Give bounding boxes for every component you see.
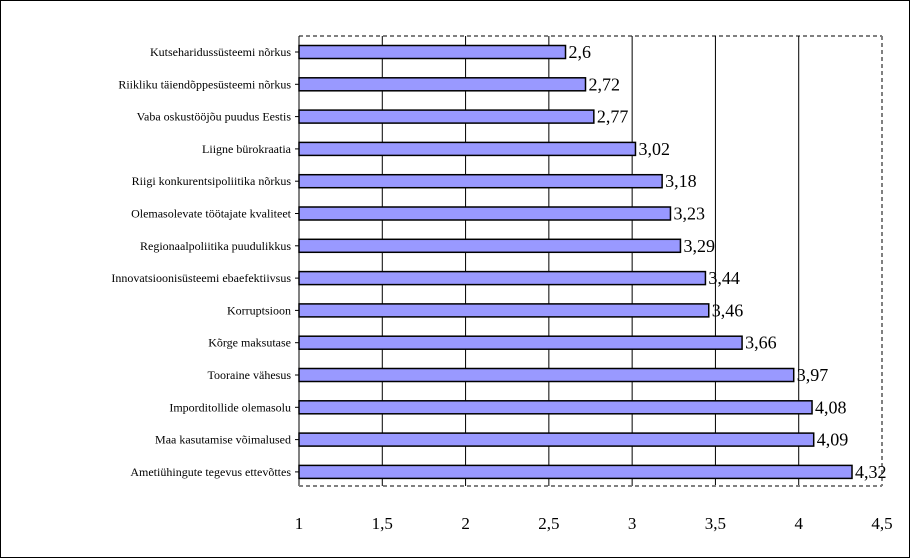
x-tick-label: 1,5 xyxy=(372,514,393,533)
data-label: 3,02 xyxy=(638,139,670,159)
x-tick-label: 2 xyxy=(461,514,470,533)
category-label: Riikliku täiendõppesüsteemi nõrkus xyxy=(118,77,291,91)
bar xyxy=(298,77,587,92)
bar xyxy=(298,367,795,383)
data-label: 3,18 xyxy=(665,171,697,191)
category-label: Kutseharidussüsteemi nõrkus xyxy=(150,45,291,59)
category-label: Tooraine vähesus xyxy=(208,368,292,382)
x-tick-label: 3 xyxy=(628,514,637,533)
data-label: 3,66 xyxy=(745,333,777,353)
category-label: Maa kasutamise võimalused xyxy=(155,433,291,447)
data-label: 3,23 xyxy=(673,204,705,224)
x-axis: 1 1,5 2 2,5 3 3,5 4 4,5 xyxy=(295,514,893,533)
bar xyxy=(298,238,682,254)
bar xyxy=(298,44,567,60)
grid-layer xyxy=(295,35,883,487)
data-label: 3,29 xyxy=(683,236,715,256)
bar xyxy=(298,464,853,480)
data-label: 4,32 xyxy=(855,462,887,482)
category-label: Regionaalpoliitika puudulikkus xyxy=(140,239,291,253)
x-tick-label: 2,5 xyxy=(538,514,559,533)
bar xyxy=(298,109,595,124)
x-tick-label: 4,5 xyxy=(871,514,892,533)
bar xyxy=(298,173,663,189)
data-label: 2,72 xyxy=(589,74,621,94)
category-label: Olemasolevate töötajate kvaliteet xyxy=(131,207,292,221)
category-label: Kõrge maksutase xyxy=(208,336,291,350)
bar xyxy=(298,206,672,221)
data-label: 3,46 xyxy=(712,300,744,320)
x-tick-label: 4 xyxy=(794,514,803,533)
category-label: Riigi konkurentsipoliitika nõrkus xyxy=(132,174,292,188)
data-label: 2,77 xyxy=(597,107,629,127)
bars-layer xyxy=(298,44,853,480)
bar xyxy=(298,432,815,447)
category-label: Liigne bürokraatia xyxy=(202,142,292,156)
bar xyxy=(298,141,637,157)
x-tick-label: 1 xyxy=(295,514,304,533)
data-label: 3,97 xyxy=(797,365,829,385)
data-label: 2,6 xyxy=(569,42,592,62)
data-label: 3,44 xyxy=(708,268,740,288)
category-label: Innovatsioonisüsteemi ebaefektiivsus xyxy=(111,271,291,285)
data-label: 4,08 xyxy=(815,397,847,417)
bar xyxy=(298,303,710,318)
category-label: Vaba oskustööjõu puudus Eestis xyxy=(137,110,292,124)
data-label: 4,09 xyxy=(817,430,849,450)
x-tick-label: 3,5 xyxy=(705,514,726,533)
category-label: Korruptsioon xyxy=(227,303,291,317)
category-label: Imporditollide olemasolu xyxy=(169,400,291,414)
bar xyxy=(298,400,813,415)
labels-layer: Kutseharidussüsteemi nõrkus 2,6 Riikliku t… xyxy=(111,42,886,482)
bar xyxy=(298,335,743,350)
bar xyxy=(298,270,707,286)
category-label: Ametiühingute tegevus ettevõttes xyxy=(130,465,291,479)
